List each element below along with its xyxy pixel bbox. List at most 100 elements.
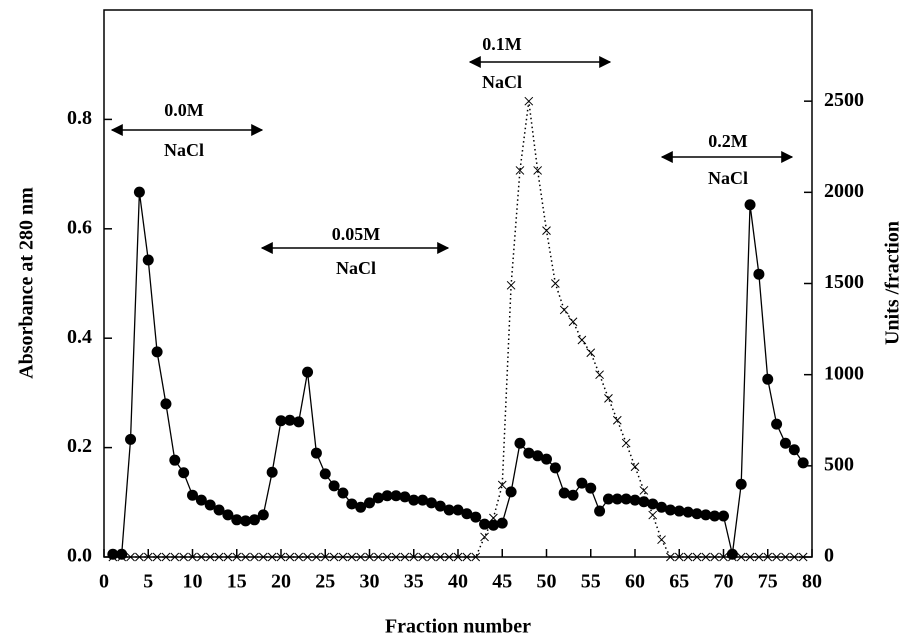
data-point <box>788 444 800 456</box>
data-point <box>152 552 162 562</box>
annotation: 0.1M <box>482 34 522 54</box>
x-tick-label: 55 <box>581 571 601 593</box>
data-point <box>108 552 118 562</box>
x-tick-label: 5 <box>143 571 153 593</box>
data-point <box>382 552 392 562</box>
y-tick-label: 0.8 <box>67 107 92 129</box>
data-point <box>294 552 304 562</box>
data-point <box>195 494 207 506</box>
data-point <box>558 487 570 499</box>
data-point <box>133 186 145 198</box>
data-point <box>523 447 535 459</box>
data-point <box>611 493 623 505</box>
x-tick-label: 10 <box>183 571 203 593</box>
data-point <box>107 548 119 560</box>
data-point <box>417 494 429 506</box>
data-point <box>328 480 340 492</box>
data-point <box>549 462 561 474</box>
data-point <box>258 552 268 562</box>
data-point <box>310 447 322 459</box>
data-point <box>365 552 374 562</box>
data-point <box>754 552 764 562</box>
y2-tick-label: 0 <box>824 545 834 567</box>
x-tick-label: 15 <box>227 571 247 593</box>
data-point <box>135 552 144 562</box>
data-point <box>117 552 127 562</box>
data-point <box>178 467 190 479</box>
data-point <box>602 493 614 505</box>
x-tick-label: 25 <box>315 571 335 593</box>
data-point <box>683 552 693 562</box>
data-point <box>425 497 437 509</box>
data-point <box>612 415 622 425</box>
series-line <box>112 101 804 558</box>
data-point <box>204 499 216 511</box>
data-point <box>126 552 135 562</box>
data-point <box>771 418 783 430</box>
data-point <box>789 552 799 562</box>
data-point <box>434 500 446 512</box>
data-point <box>312 552 321 562</box>
x-tick-label: 0 <box>99 571 109 593</box>
y2-tick-label: 500 <box>824 453 854 475</box>
data-point <box>673 505 685 517</box>
y-tick-label: 0.4 <box>67 326 92 348</box>
data-point <box>408 494 420 506</box>
data-point <box>489 513 498 523</box>
data-point <box>285 552 295 562</box>
data-point <box>533 166 543 175</box>
x-tick-label: 20 <box>271 571 291 593</box>
data-point <box>586 348 596 358</box>
data-point <box>169 454 181 466</box>
data-point <box>364 497 375 509</box>
x-tick-label: 70 <box>714 571 734 593</box>
data-point <box>302 366 314 378</box>
data-point <box>568 317 578 327</box>
data-point <box>143 552 153 562</box>
data-point <box>797 457 809 469</box>
data-point <box>657 535 666 545</box>
data-point <box>170 552 180 562</box>
data-point <box>719 552 728 562</box>
data-point <box>497 480 507 490</box>
data-point <box>781 552 790 562</box>
data-point <box>267 552 277 562</box>
plot-frame <box>103 9 813 558</box>
data-point <box>762 373 774 385</box>
data-point <box>470 511 482 523</box>
data-point <box>435 552 445 562</box>
data-point <box>205 552 215 562</box>
data-point <box>248 514 260 526</box>
data-point <box>188 552 197 562</box>
y-tick-label: 0.0 <box>67 545 92 567</box>
data-point <box>736 552 746 562</box>
annotation: 0.2M <box>708 131 748 151</box>
data-point <box>735 478 747 490</box>
data-point <box>691 508 703 520</box>
data-point <box>798 552 808 562</box>
data-point <box>443 504 455 516</box>
data-point <box>373 552 383 562</box>
data-point <box>257 509 269 521</box>
data-point <box>320 552 330 562</box>
annotation: NaCl <box>482 72 522 92</box>
data-point <box>444 552 454 562</box>
data-point <box>391 552 401 562</box>
data-point <box>709 510 721 522</box>
data-point <box>559 305 569 315</box>
data-point <box>541 453 552 465</box>
data-point <box>753 268 765 280</box>
data-point <box>701 552 711 562</box>
data-point <box>275 415 287 427</box>
data-point <box>390 490 402 502</box>
data-point <box>727 552 737 562</box>
x-tick-label: 35 <box>404 571 424 593</box>
data-point <box>399 491 411 503</box>
data-point <box>400 552 410 562</box>
data-point <box>142 254 154 266</box>
data-point <box>125 433 137 445</box>
data-point <box>196 552 206 562</box>
data-point <box>213 504 225 516</box>
